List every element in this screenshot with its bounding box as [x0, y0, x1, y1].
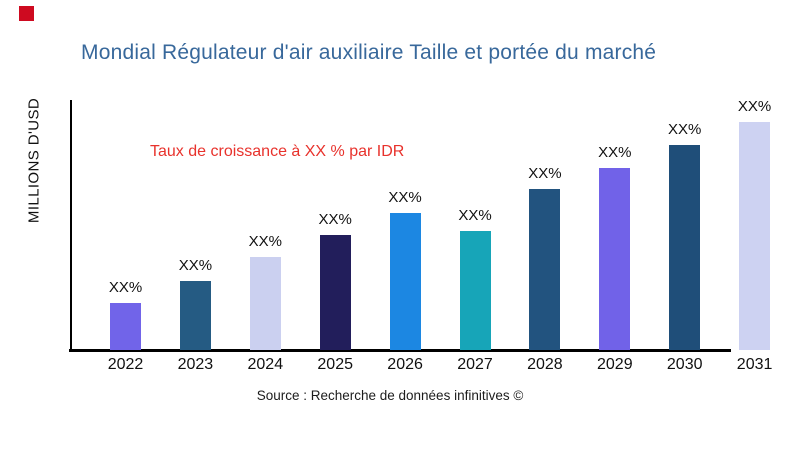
x-axis-line — [69, 349, 731, 352]
bar-2028 — [529, 189, 561, 350]
bar-2029 — [599, 168, 631, 350]
x-tick-label-2025: 2025 — [317, 356, 353, 373]
bar-value-label-2027: XX% — [458, 207, 492, 224]
bar-2023 — [179, 281, 211, 350]
x-tick-label-2028: 2028 — [527, 356, 563, 373]
x-tick-label-2031: 2031 — [736, 356, 773, 373]
bar-2022 — [110, 303, 141, 350]
bar-value-label-2025: XX% — [318, 211, 352, 228]
y-axis-line — [70, 100, 72, 352]
bar-2031 — [739, 122, 771, 350]
bar-value-label-2023: XX% — [178, 257, 213, 274]
bar-value-label-2029: XX% — [598, 144, 632, 161]
x-tick-label-2029: 2029 — [597, 356, 633, 373]
x-tick-label-2027: 2027 — [457, 356, 493, 373]
x-tick-label-2030: 2030 — [666, 356, 703, 373]
x-tick-label-2023: 2023 — [177, 356, 214, 373]
source-attribution: Source : Recherche de données infinitive… — [256, 388, 524, 403]
growth-rate-annotation: Taux de croissance à XX % par IDR — [150, 143, 405, 160]
bar-value-label-2024: XX% — [248, 233, 282, 250]
x-tick-label-2026: 2026 — [387, 356, 423, 373]
bar-value-label-2031: XX% — [737, 98, 772, 115]
bar-value-label-2030: XX% — [668, 121, 702, 138]
bar-value-label-2028: XX% — [528, 165, 562, 182]
x-tick-label-2022: 2022 — [107, 356, 144, 373]
bar-2030 — [669, 145, 701, 350]
bar-value-label-2026: XX% — [388, 189, 422, 206]
x-tick-label-2024: 2024 — [247, 356, 284, 373]
brand-logo-mark — [19, 6, 34, 21]
bar-2025 — [319, 235, 351, 350]
chart-title: Mondial Régulateur d'air auxiliaire Tail… — [81, 41, 657, 64]
y-axis-label: MILLIONS D'USD — [25, 97, 43, 224]
bar-2027 — [459, 231, 491, 350]
bar-2026 — [389, 213, 421, 350]
bar-value-label-2022: XX% — [108, 279, 143, 296]
bar-2024 — [249, 257, 281, 350]
